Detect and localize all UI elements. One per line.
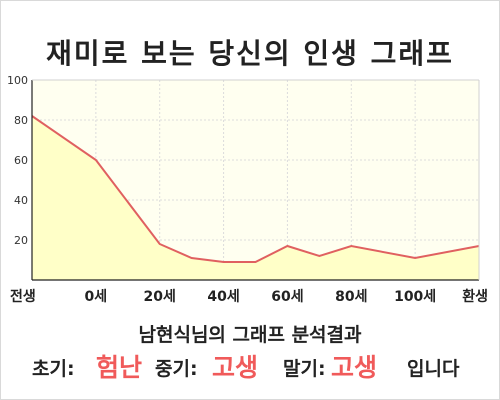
- x-tick-label: 80세: [335, 289, 367, 305]
- early-value: 험난: [96, 353, 143, 382]
- x-tick-label: 환생: [462, 288, 488, 305]
- late-label: 말기:: [283, 358, 326, 380]
- x-tick-label: 전생: [10, 288, 36, 305]
- y-tick-label: 20: [14, 234, 28, 247]
- mid-label: 중기:: [155, 358, 198, 380]
- y-tick-label: 80: [14, 114, 28, 127]
- x-tick-label: 20세: [144, 289, 176, 305]
- x-tick-label: 100세: [394, 289, 436, 305]
- late-value: 고생: [331, 353, 378, 382]
- y-tick-label: 40: [14, 194, 28, 207]
- page-title: 재미로 보는 당신의 인생 그래프: [46, 37, 454, 70]
- early-label: 초기:: [32, 358, 75, 380]
- x-tick-label: 0세: [85, 289, 108, 305]
- y-tick-label: 60: [14, 154, 28, 167]
- analysis-result: 초기: 험난 중기: 고생 말기: 고생 입니다: [0, 346, 500, 382]
- result-suffix: 입니다: [407, 358, 460, 380]
- series-area: [32, 116, 479, 280]
- x-tick-label: 40세: [207, 289, 239, 305]
- analysis-summary: 남현식님의 그래프 분석결과: [138, 324, 362, 346]
- y-tick-label: 100: [7, 74, 28, 87]
- x-tick-label: 60세: [271, 289, 303, 305]
- mid-value: 고생: [212, 353, 259, 382]
